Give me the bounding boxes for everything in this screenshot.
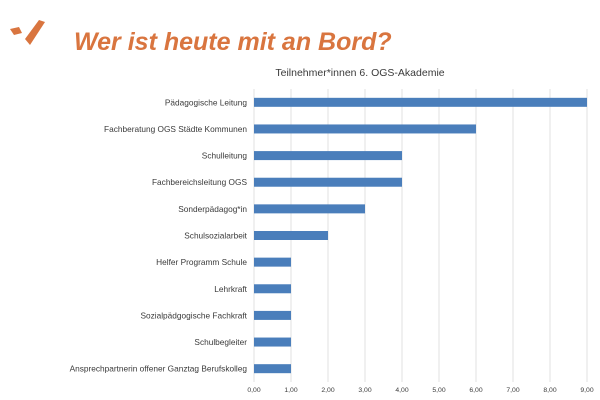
category-label: Fachberatung OGS Städte Kommunen (104, 124, 247, 134)
bar (254, 257, 291, 267)
bar (254, 231, 328, 240)
logo-icon (10, 20, 45, 45)
category-label: Sozialpädgogische Fachkraft (140, 310, 247, 320)
x-tick-label: 3,00 (358, 387, 371, 394)
x-tick-label: 0,00 (247, 387, 260, 394)
bar (254, 284, 291, 294)
x-tick-label: 8,00 (543, 387, 556, 394)
bar (254, 124, 476, 134)
category-label: Schulleitung (202, 151, 248, 161)
bar (254, 364, 291, 374)
category-label: Schulsozialarbeit (184, 231, 247, 241)
x-tick-label: 9,00 (580, 387, 593, 394)
category-label: Pädagogische Leitung (165, 97, 247, 107)
slide-title: Wer ist heute mit an Bord? (74, 28, 392, 56)
category-label: Fachbereichsleitung OGS (152, 177, 247, 187)
x-tick-label: 5,00 (432, 387, 445, 394)
x-tick-label: 1,00 (284, 387, 297, 394)
bar (254, 337, 291, 347)
bar (254, 204, 365, 214)
bar (254, 177, 402, 187)
bar (254, 97, 587, 107)
category-label: Schulbegleiter (194, 337, 247, 347)
bar (254, 310, 291, 320)
category-label: Helfer Programm Schule (156, 257, 247, 267)
category-label: Ansprechpartnerin offener Ganztag Berufs… (70, 364, 248, 374)
bar (254, 151, 402, 161)
x-tick-label: 4,00 (395, 387, 408, 394)
x-tick-label: 2,00 (321, 387, 334, 394)
x-tick-label: 6,00 (469, 387, 482, 394)
chart-title: Teilnehmer*innen 6. OGS-Akademie (275, 67, 445, 79)
category-label: Lehrkraft (214, 284, 247, 294)
x-tick-label: 7,00 (506, 387, 519, 394)
category-label: Sonderpädagog*in (178, 204, 247, 214)
